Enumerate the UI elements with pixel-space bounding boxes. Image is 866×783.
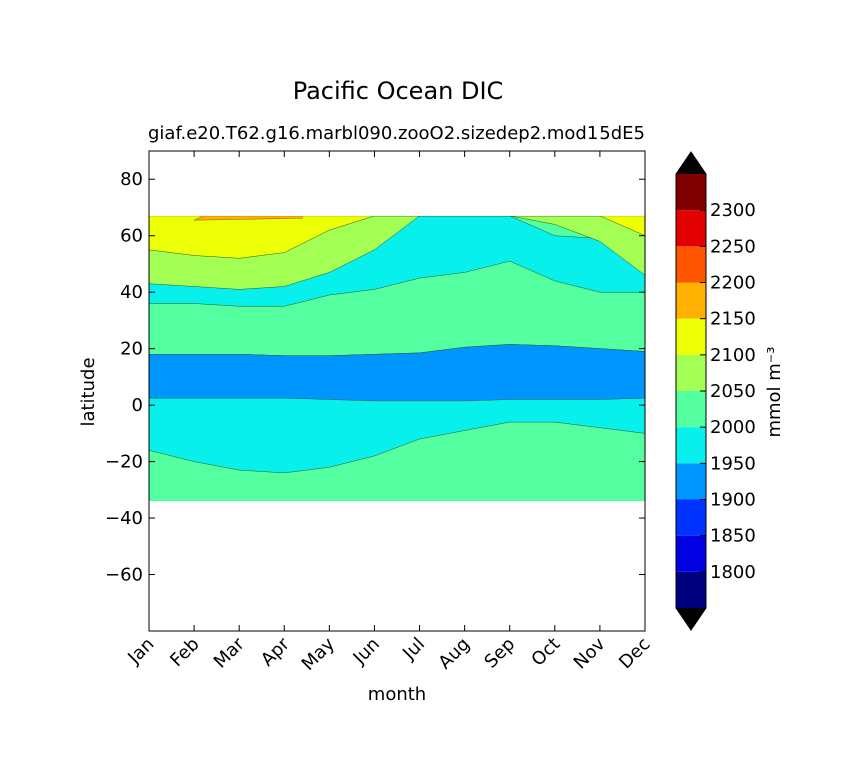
chart-subtitle-right: 5dE5 — [599, 123, 645, 144]
colorbar-outline — [675, 151, 707, 631]
y-axis-label: latitude — [78, 357, 99, 426]
colorbar-tick-label: 2250 — [710, 236, 756, 257]
colorbar-swatch — [676, 463, 706, 500]
colorbar-swatch — [676, 210, 706, 247]
y-axis: 80 60 40 20 0 −20 −40 −60 — [105, 169, 645, 586]
x-tick-label: Aug — [434, 634, 474, 674]
colorbar-tick-label: 1800 — [710, 562, 756, 583]
y-tick-label: 80 — [120, 169, 143, 190]
x-tick-label: Jan — [123, 634, 158, 669]
colorbar-tick-label: 1950 — [710, 453, 756, 474]
x-tick-label: Nov — [570, 633, 610, 673]
colorbar-tick-label: 2300 — [710, 200, 756, 221]
colorbar-swatch — [676, 571, 706, 608]
plot-area — [148, 150, 646, 632]
x-tick-label: Jun — [349, 634, 384, 669]
chart-title: Pacific Ocean DIC — [293, 77, 504, 105]
x-tick-label: Feb — [166, 634, 203, 671]
y-tick-label: −40 — [105, 508, 143, 529]
x-tick-label: May — [298, 633, 339, 674]
chart-subtitle-left: giaf.e20.T62.g16.marbl090.zooO2.sizedep2… — [148, 123, 598, 144]
colorbar-swatch — [676, 354, 706, 391]
colorbar-tick-label: 2100 — [710, 345, 756, 366]
x-tick-label: Oct — [527, 634, 564, 671]
colorbar-label: mmol m⁻³ — [764, 346, 785, 437]
colorbar: 1800 1850 1900 1950 2000 2050 2100 2150 2200 2250… — [675, 151, 756, 631]
y-tick-label: 20 — [120, 339, 143, 360]
y-tick-label: −60 — [105, 565, 143, 586]
colorbar-tick-label: 2200 — [710, 273, 756, 294]
x-tick-label: Apr — [257, 633, 294, 670]
colorbar-swatch — [676, 174, 706, 211]
y-tick-label: 0 — [132, 395, 143, 416]
colorbar-tick-label: 2050 — [710, 381, 756, 402]
colorbar-tick-label: 1850 — [710, 526, 756, 547]
x-tick-label: Mar — [210, 633, 249, 672]
colorbar-extend-max — [676, 152, 706, 174]
colorbar-tick-label: 1900 — [710, 490, 756, 511]
colorbar-extend-min — [676, 608, 706, 630]
no-data-south — [149, 501, 645, 631]
no-data-north — [149, 151, 645, 216]
x-axis-label: month — [368, 684, 426, 705]
colorbar-swatch — [676, 282, 706, 319]
y-tick-label: 60 — [120, 226, 143, 247]
plot-frame — [148, 150, 646, 632]
colorbar-tick-label: 2000 — [710, 417, 756, 438]
colorbar-tick-label: 2150 — [710, 309, 756, 330]
colorbar-swatch — [676, 318, 706, 355]
x-tick-label: Jul — [398, 634, 429, 665]
colorbar-swatch — [676, 499, 706, 536]
colorbar-swatch — [676, 391, 706, 428]
colorbar-swatch — [676, 427, 706, 464]
y-tick-label: 40 — [120, 282, 143, 303]
colorbar-swatch — [676, 535, 706, 572]
y-tick-label: −20 — [105, 452, 143, 473]
colorbar-swatch — [676, 246, 706, 283]
x-tick-label: Dec — [615, 634, 654, 673]
x-tick-label: Sep — [480, 634, 519, 673]
